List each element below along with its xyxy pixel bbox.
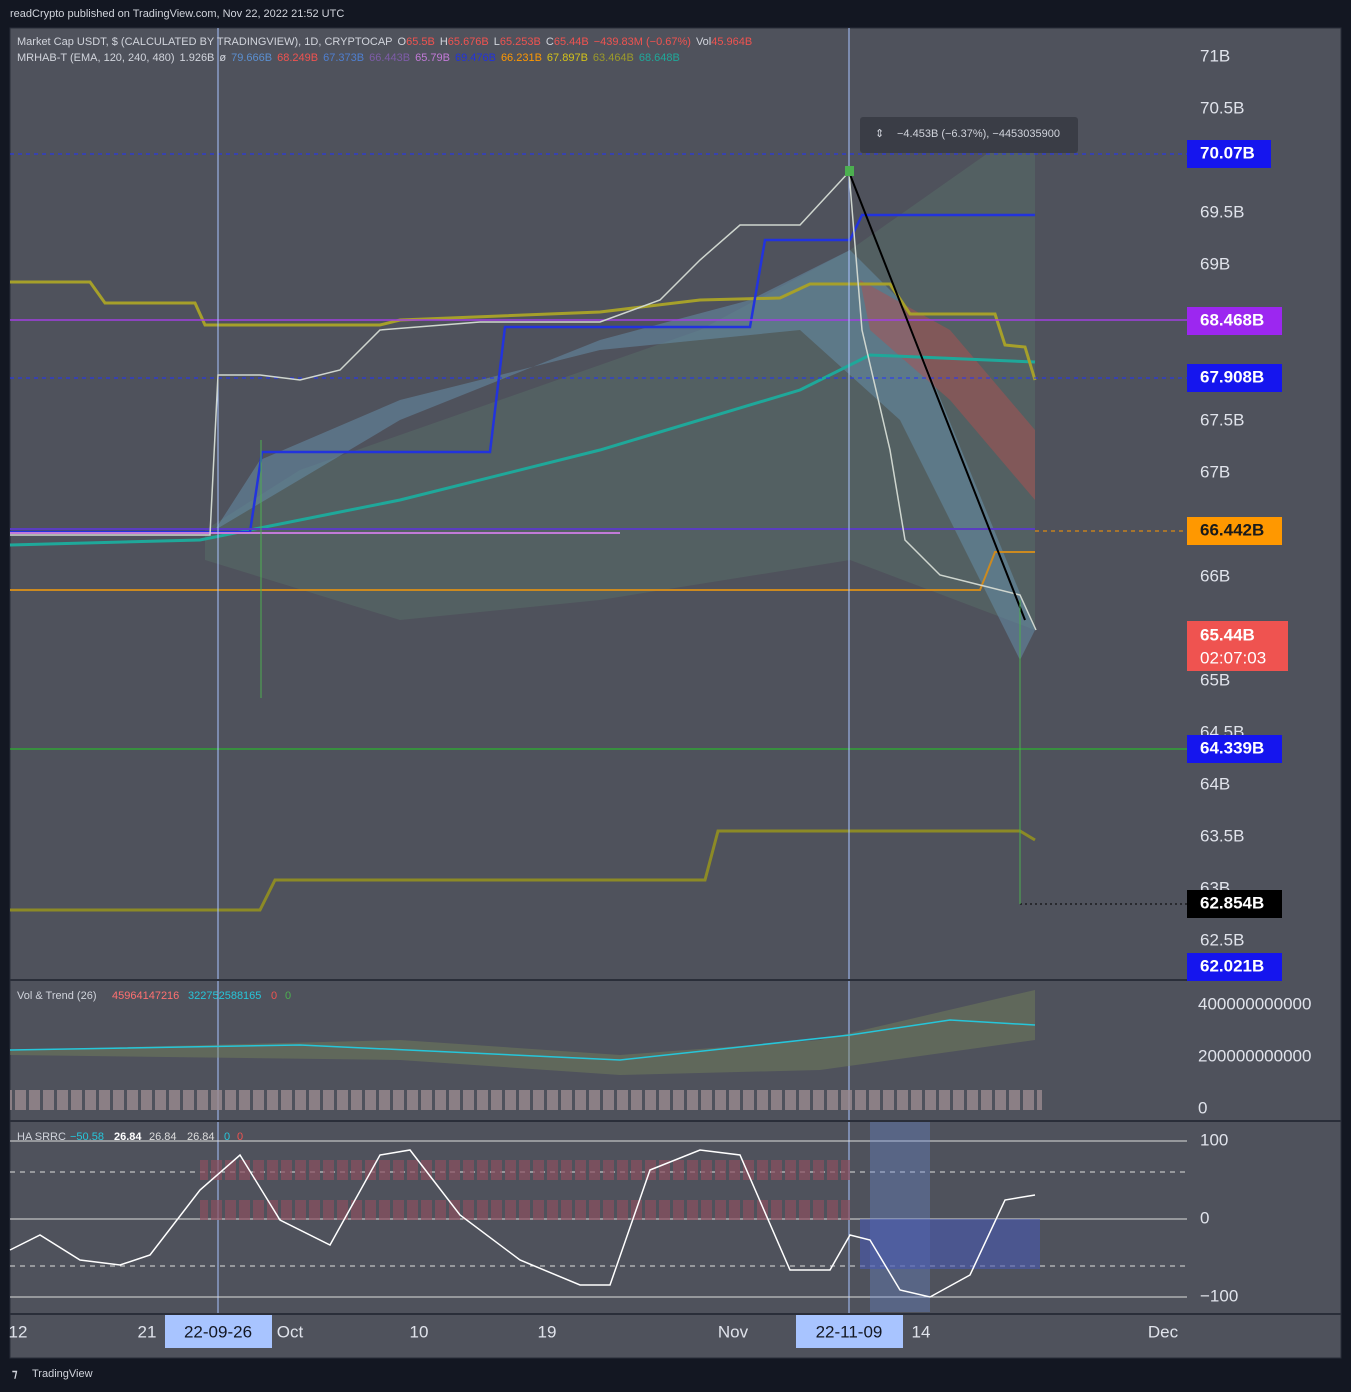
legend-item: 68.249B [277, 52, 318, 64]
countdown: 02:07:03 [1200, 648, 1266, 667]
legend-item: −439.83M (−0.67%) [594, 36, 691, 48]
chart-frame [9, 27, 1342, 1359]
legend-item: MRHAB-T (EMA, 120, 240, 480) [17, 52, 175, 64]
measure-icon: ⇕ [875, 128, 884, 140]
price-tag: 62.021B [1200, 956, 1264, 975]
ha-pane: HA SRRC −50.58 26.84 26.84 26.84 0 0 100… [9, 1122, 1238, 1312]
legend-item: 65.5B [406, 36, 435, 48]
legend-item: 65.253B [500, 36, 541, 48]
axis-label: 65B [1200, 670, 1230, 689]
legend-item: 66.231B [501, 52, 542, 64]
axis-label: 66B [1200, 566, 1230, 585]
time-label: 19 [538, 1322, 557, 1341]
pane-value: 26.84 [149, 1131, 177, 1143]
legend-item: 63.464B [593, 52, 634, 64]
axis-label: 100 [1200, 1130, 1228, 1149]
price-tag: 66.442B [1200, 520, 1264, 539]
axis-label: 62.5B [1200, 930, 1244, 949]
time-label: 21 [138, 1322, 157, 1341]
pane-value: 0 [285, 990, 291, 1002]
axis-label: 0 [1198, 1098, 1207, 1117]
axis-label: 200000000000 [1198, 1046, 1311, 1065]
legend-item: 67.373B [323, 52, 364, 64]
legend-item: Vol [696, 36, 711, 48]
legend-item: 65.79B [415, 52, 450, 64]
axis-label: 67.5B [1200, 410, 1244, 429]
legend-item: Market Cap USDT, $ (CALCULATED BY TRADIN… [17, 36, 393, 48]
legend-item: 65.676B [448, 36, 489, 48]
time-label: Nov [718, 1322, 749, 1341]
price-tag: 64.339B [1200, 738, 1264, 757]
pane-value: −50.58 [70, 1131, 104, 1143]
published: readCrypto published on TradingView.com,… [10, 8, 344, 20]
time-label: Dec [1148, 1322, 1179, 1341]
legend-item: 69.476B [455, 52, 496, 64]
axis-label: 69.5B [1200, 202, 1244, 221]
axis-label: 400000000000 [1198, 994, 1311, 1013]
legend-item: 65.44B [554, 36, 589, 48]
pane-value: 26.84 [114, 1131, 142, 1143]
legend-item: H [440, 36, 448, 48]
time-label: 12 [9, 1322, 28, 1341]
axis-label: 71B [1200, 46, 1230, 65]
legend-item: 68.648B [639, 52, 680, 64]
legend-item: O [398, 36, 407, 48]
pane-value: 0 [224, 1131, 230, 1143]
pane-title: HA SRRC [17, 1131, 66, 1143]
price-axis: 71B 70.5B 69.5B 69B 67.5B 67B 66B 65B 64… [1200, 46, 1244, 949]
footer: TradingView [32, 1368, 93, 1380]
legend-item: 79.666B [231, 52, 272, 64]
time-axis: 12 21 22-09-26 Oct 10 19 Nov 22-11-09 14… [9, 1313, 1341, 1348]
volume-pane: Vol & Trend (26) 45964147216 32275258816… [9, 990, 1341, 1122]
tooltip: −4.453B (−6.37%), −4453035900 [897, 128, 1060, 140]
time-label: 10 [410, 1322, 429, 1341]
time-label: 14 [912, 1322, 931, 1341]
pane-value: 26.84 [187, 1131, 215, 1143]
time-label: Oct [277, 1322, 304, 1341]
logo: ⁊ [12, 1368, 18, 1380]
price-pane [9, 28, 1187, 1315]
axis-label: 0 [1200, 1208, 1209, 1227]
axis-label: 63.5B [1200, 826, 1244, 845]
pane-title: Vol & Trend (26) [17, 990, 97, 1002]
price-tag: 65.44B [1200, 625, 1255, 644]
axis-label: 70.5B [1200, 98, 1244, 117]
legend-item: ø [219, 52, 226, 64]
legend-item: 66.443B [369, 52, 410, 64]
legend-item: 45.964B [711, 36, 752, 48]
legend-item: 67.897B [547, 52, 588, 64]
pane-value: 45964147216 [112, 990, 179, 1002]
pane-value: 322752588165 [188, 990, 261, 1002]
pane-value: 0 [237, 1131, 243, 1143]
legend-item: C [546, 36, 554, 48]
axis-label: −100 [1200, 1286, 1238, 1305]
legend-item: L [494, 36, 500, 48]
legend-line: Market Cap USDT, $ (CALCULATED BY TRADIN… [17, 36, 752, 48]
price-tags: 70.07B 68.468B 67.908B 66.442B 65.44B 02:… [1187, 140, 1288, 981]
price-tag: 68.468B [1200, 310, 1264, 329]
axis-label: 69B [1200, 254, 1230, 273]
axis-label: 64B [1200, 774, 1230, 793]
pane-value: 0 [271, 990, 277, 1002]
legend-item: 1.926B [180, 52, 215, 64]
price-tag: 62.854B [1200, 893, 1264, 912]
legend-line: MRHAB-T (EMA, 120, 240, 480) 1.926B ø 79.66… [17, 52, 680, 64]
time-label: 22-11-09 [816, 1322, 883, 1341]
price-tag: 70.07B [1200, 143, 1255, 162]
tooltip-box [860, 117, 1078, 153]
time-label: 22-09-26 [184, 1322, 252, 1341]
axis-label: 67B [1200, 462, 1230, 481]
price-tag: 67.908B [1200, 367, 1264, 386]
